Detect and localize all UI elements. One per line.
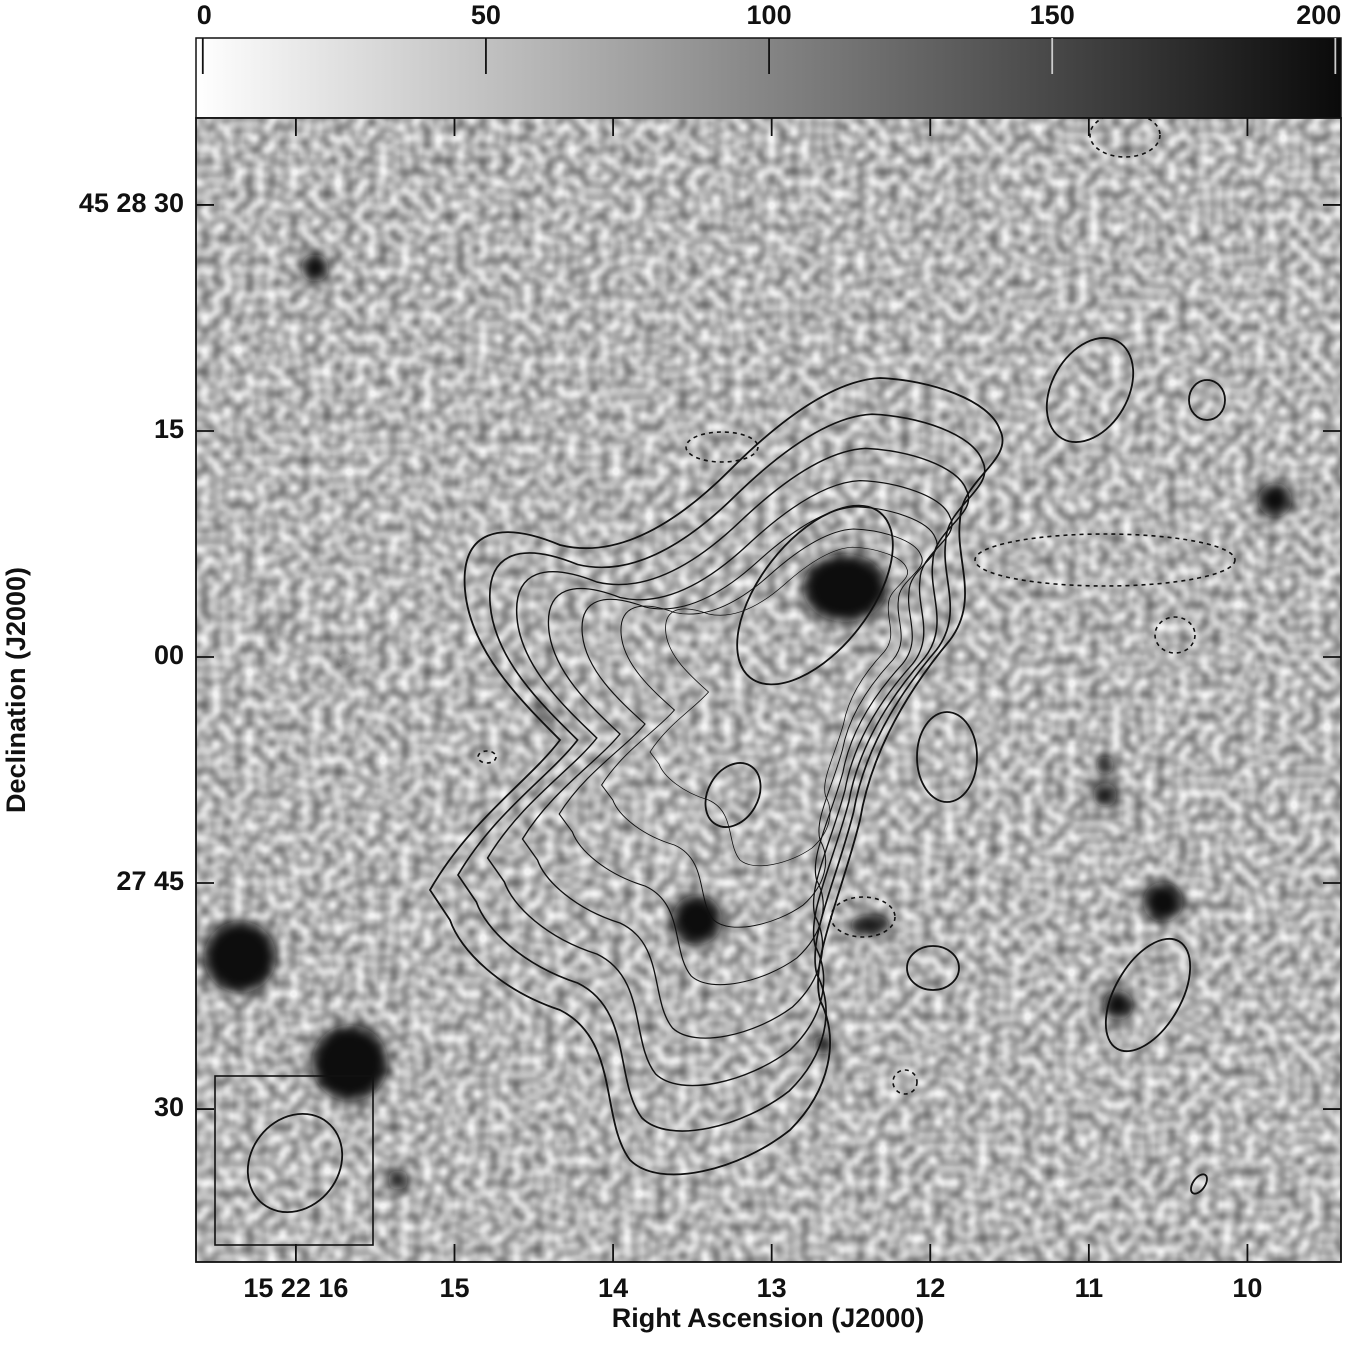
x-tick-label: 13	[757, 1273, 787, 1303]
beam	[228, 1095, 361, 1231]
colorbar-tick-label: 100	[747, 0, 792, 30]
x-tick-label: 11	[1075, 1273, 1104, 1303]
x-tick-label: 14	[598, 1273, 628, 1303]
colorbar-tick-label: 0	[197, 0, 212, 30]
colorbar-tick-label: 50	[471, 0, 501, 30]
x-tick-label: 12	[915, 1273, 945, 1303]
y-tick-label: 45 28 30	[79, 188, 184, 218]
x-tick-label: 10	[1232, 1273, 1262, 1303]
image	[196, 118, 1341, 1262]
plot-frame	[195, 117, 1342, 1263]
sources	[204, 254, 1292, 1190]
beam-box	[214, 1075, 374, 1246]
y-axis-label: Declination (J2000)	[1, 567, 31, 813]
y-tick-label: 15	[154, 414, 184, 444]
y-tick-label: 30	[154, 1092, 184, 1122]
y-tick-label: 00	[154, 640, 184, 670]
x-tick-label: 15	[439, 1273, 469, 1303]
colorbar-tick-label: 150	[1030, 0, 1075, 30]
contours	[429, 118, 1236, 1196]
colorbar-tick-label: 200	[1296, 0, 1341, 30]
y-tick-label: 27 45	[116, 866, 184, 896]
x-axis-label: Right Ascension (J2000)	[612, 1303, 925, 1333]
x-tick-label: 15 22 16	[243, 1273, 348, 1303]
